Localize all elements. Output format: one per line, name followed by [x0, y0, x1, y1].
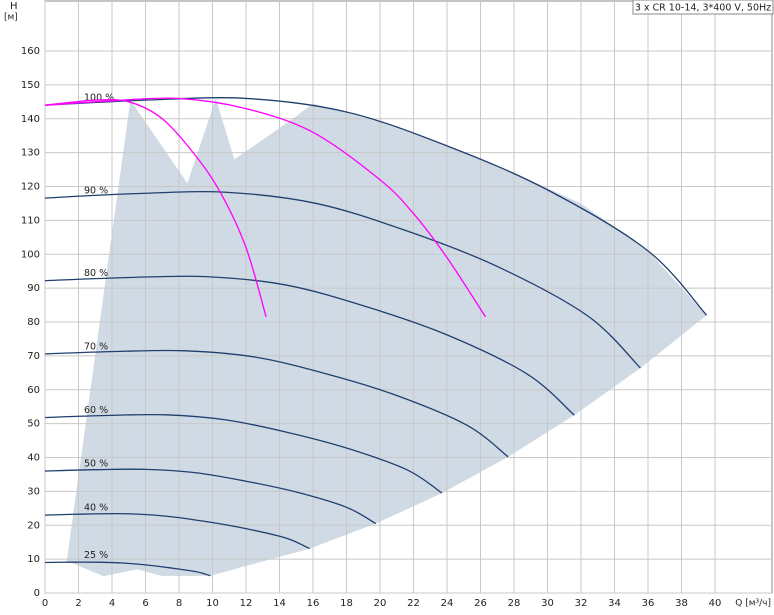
y-tick-label: 80	[27, 317, 40, 328]
x-tick-label: 24	[441, 598, 454, 609]
x-tick-label: 26	[474, 598, 487, 609]
pump-curve	[44, 413, 443, 494]
curve-label: 80 %	[84, 268, 108, 279]
grid-layer	[44, 1, 772, 594]
title-box	[632, 0, 774, 15]
pump-curve	[44, 468, 377, 525]
x-tick-label: 12	[240, 598, 253, 609]
x-tick-label: 32	[575, 598, 588, 609]
line-layer: 100 % 90 % 80 % 70 % 60 % 50 % 40 % 25 %	[44, 93, 708, 577]
x-tick-label: 0	[42, 598, 48, 609]
y-axis-unit: [м]	[4, 13, 18, 23]
pump-curve	[44, 275, 575, 416]
y-tick-label: 120	[21, 182, 40, 193]
operating-region	[66, 98, 707, 577]
x-axis-label: Q [м³/ч]	[735, 599, 771, 609]
curve-label: 50 %	[84, 459, 108, 470]
x-tick-label: 36	[642, 598, 655, 609]
region-layer	[66, 98, 707, 577]
y-tick-label: 20	[27, 520, 40, 531]
y-tick-label: 110	[21, 215, 40, 226]
x-tick-label: 34	[608, 598, 621, 609]
y-tick-label: 130	[21, 148, 40, 159]
y-tick-label: 50	[27, 419, 40, 430]
x-tick-label: 4	[109, 598, 115, 609]
x-tick-label: 20	[374, 598, 387, 609]
duty-curve	[44, 97, 487, 318]
pump-curve	[44, 561, 211, 577]
y-axis-label: H	[10, 1, 18, 12]
y-tick-label: 70	[27, 351, 40, 362]
x-tick-label: 14	[273, 598, 286, 609]
x-tick-label: 28	[508, 598, 521, 609]
x-tick-label: 2	[75, 598, 81, 609]
x-tick-label: 40	[709, 598, 722, 609]
curve-label: 40 %	[84, 503, 108, 514]
x-tick-label: 38	[675, 598, 688, 609]
y-tick-label: 90	[27, 283, 40, 294]
curve-label: 60 %	[84, 405, 108, 416]
curve-label: 70 %	[84, 341, 108, 352]
curve-label: 100 %	[84, 93, 114, 104]
y-tick-label: 30	[27, 486, 40, 497]
x-tick-label: 10	[206, 598, 219, 609]
y-tick-label: 150	[21, 80, 40, 91]
pump-curve	[44, 349, 509, 458]
x-tick-label: 16	[307, 598, 320, 609]
pump-curve	[44, 97, 708, 316]
y-tick-label: 40	[27, 453, 40, 464]
y-tick-label: 100	[21, 249, 40, 260]
y-tick-label: 140	[21, 114, 40, 125]
x-tick-label: 8	[176, 598, 182, 609]
y-tick-label: 0	[34, 588, 40, 599]
chart-title: 3 x CR 10-14, 3*400 V, 50Hz	[635, 3, 771, 14]
y-tick-label: 160	[21, 46, 40, 57]
x-tick-label: 30	[541, 598, 554, 609]
duty-curve	[44, 98, 267, 318]
x-tick-label: 22	[407, 598, 420, 609]
curve-label: 25 %	[84, 550, 108, 561]
x-tick-label: 6	[142, 598, 148, 609]
y-tick-label: 60	[27, 385, 40, 396]
pump-curve	[44, 512, 310, 550]
x-tick-label: 18	[340, 598, 353, 609]
curve-label: 90 %	[84, 186, 108, 197]
pump-curve	[44, 190, 641, 369]
y-tick-label: 10	[27, 554, 40, 565]
